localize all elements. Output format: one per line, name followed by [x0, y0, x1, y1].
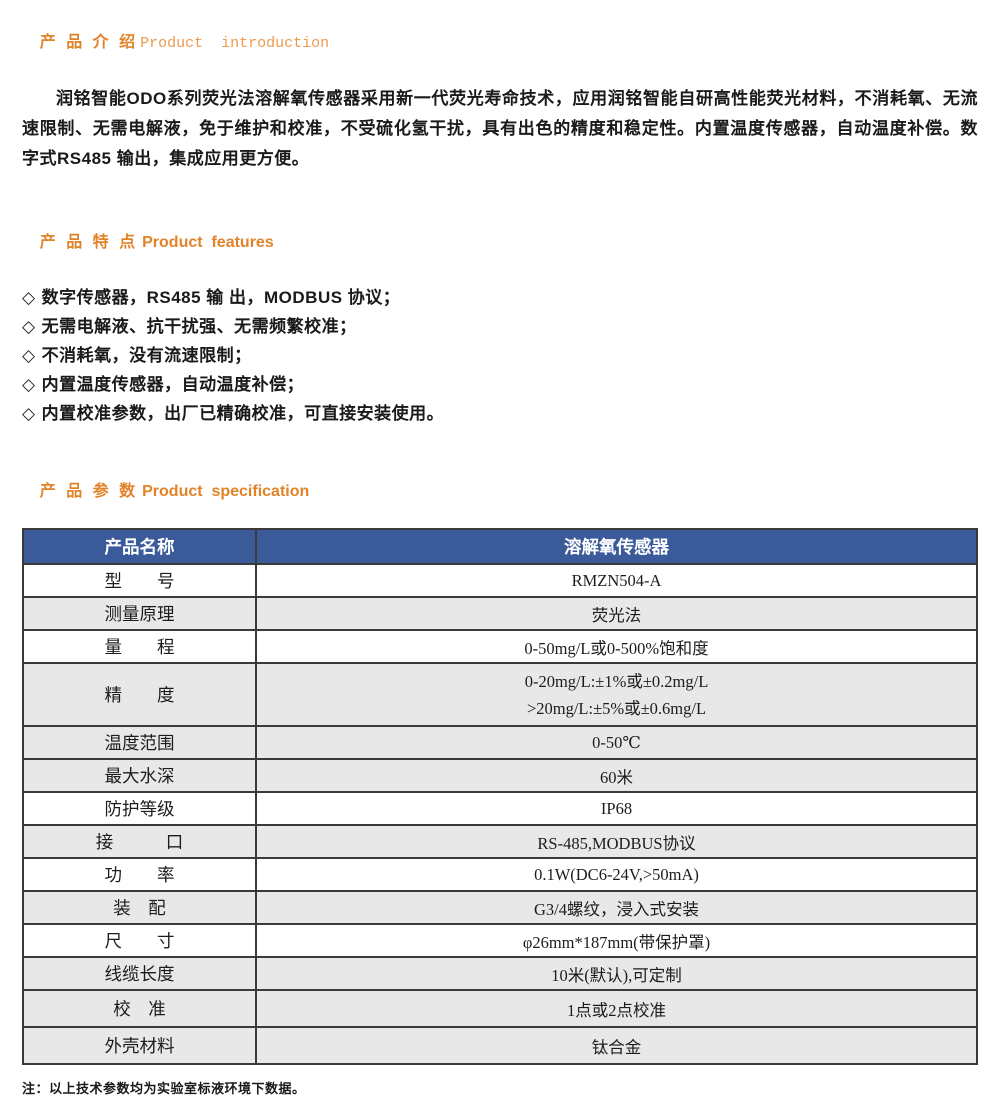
intro-heading: 产 品 介 绍 Product introduction — [22, 10, 978, 70]
feature-text: 内置温度传感器，自动温度补偿； — [41, 375, 305, 394]
table-row: 功 率 0.1W(DC6-24V,>50mA) — [24, 857, 976, 890]
row-value: 0-50℃ — [592, 732, 641, 752]
table-row: 最大水深 60米 — [24, 758, 976, 791]
row-value: 0.1W(DC6-24V,>50mA) — [534, 864, 699, 884]
feature-text: 内置校准参数，出厂已精确校准，可直接安装使用。 — [41, 404, 445, 423]
table-row: 尺 寸 φ26mm*187mm(带保护罩) — [24, 923, 976, 956]
table-row: 装 配 G3/4螺纹，浸入式安装 — [24, 890, 976, 923]
row-value: RS-485,MODBUS协议 — [537, 833, 696, 853]
feature-text: 不消耗氧，没有流速限制； — [41, 346, 252, 365]
table-row: 测量原理 荧光法 — [24, 596, 976, 629]
features-heading: 产 品 特 点 Product features — [22, 210, 978, 270]
row-label: 最大水深 — [24, 760, 257, 791]
row-value: 0-50mg/L或0-500%饱和度 — [524, 638, 709, 658]
feature-item: ◇ 无需电解液、抗干扰强、无需频繁校准； — [22, 312, 978, 341]
row-label: 精 度 — [24, 664, 257, 725]
spec-table: 产品名称 溶解氧传感器 型 号 RMZN504-A 测量原理 荧光法 量 程 0… — [22, 528, 978, 1065]
table-row: 接 口 RS-485,MODBUS协议 — [24, 824, 976, 857]
spec-header-product-value: 溶解氧传感器 — [564, 537, 669, 557]
diamond-bullet-icon: ◇ — [22, 375, 36, 394]
diamond-bullet-icon: ◇ — [22, 317, 36, 336]
spec-header-product-name: 产品名称 — [24, 530, 257, 563]
features-heading-cn: 产 品 特 点 — [39, 234, 139, 251]
feature-list: ◇ 数字传感器，RS485 输 出，MODBUS 协议； ◇ 无需电解液、抗干扰强、… — [22, 283, 978, 428]
feature-item: ◇ 不消耗氧，没有流速限制； — [22, 341, 978, 370]
table-row: 校 准 1点或2点校准 — [24, 989, 976, 1026]
row-label: 尺 寸 — [24, 925, 257, 956]
spec-heading-en: Product specification — [142, 483, 310, 500]
table-row: 精 度 0-20mg/L:±1%或±0.2mg/L >20mg/L:±5%或±0… — [24, 662, 976, 725]
feature-item: ◇ 数字传感器，RS485 输 出，MODBUS 协议； — [22, 283, 978, 312]
table-row: 防护等级 IP68 — [24, 791, 976, 824]
features-heading-en: Product features — [142, 234, 274, 251]
row-value: 60米 — [600, 767, 633, 787]
table-row: 量 程 0-50mg/L或0-500%饱和度 — [24, 629, 976, 662]
row-value: 10米(默认),可定制 — [551, 965, 682, 985]
row-label: 线缆长度 — [24, 958, 257, 989]
row-label: 接 口 — [24, 826, 257, 857]
diamond-bullet-icon: ◇ — [22, 346, 36, 365]
row-value: IP68 — [600, 798, 633, 818]
table-row: 外壳材料 钛合金 — [24, 1026, 976, 1063]
row-value-line: >20mg/L:±5%或±0.6mg/L — [526, 698, 707, 718]
row-label: 型 号 — [24, 565, 257, 596]
row-value-line: 0-20mg/L:±1%或±0.2mg/L — [524, 671, 709, 691]
table-row: 型 号 RMZN504-A — [24, 563, 976, 596]
feature-item: ◇ 内置校准参数，出厂已精确校准，可直接安装使用。 — [22, 399, 978, 428]
spec-heading-cn: 产 品 参 数 — [39, 483, 139, 500]
row-label: 外壳材料 — [24, 1028, 257, 1063]
spec-table-header-row: 产品名称 溶解氧传感器 — [24, 530, 976, 563]
row-value: φ26mm*187mm(带保护罩) — [522, 932, 711, 952]
diamond-bullet-icon: ◇ — [22, 288, 36, 307]
row-label: 装 配 — [24, 892, 257, 923]
spec-heading: 产 品 参 数 Product specification — [22, 459, 978, 519]
feature-item: ◇ 内置温度传感器，自动温度补偿； — [22, 370, 978, 399]
intro-heading-cn: 产 品 介 绍 — [39, 34, 139, 51]
row-label: 功 率 — [24, 859, 257, 890]
intro-heading-en: Product introduction — [140, 35, 330, 52]
feature-text: 数字传感器，RS485 输 出，MODBUS 协议； — [41, 288, 401, 307]
intro-paragraph: 润铭智能ODO系列荧光法溶解氧传感器采用新一代荧光寿命技术，应用润铭智能自研高性… — [22, 89, 978, 168]
row-value: RMZN504-A — [571, 570, 662, 590]
diamond-bullet-icon: ◇ — [22, 404, 36, 423]
row-label: 温度范围 — [24, 727, 257, 758]
table-row: 温度范围 0-50℃ — [24, 725, 976, 758]
row-value: 0-20mg/L:±1%或±0.2mg/L >20mg/L:±5%或±0.6mg… — [257, 664, 976, 725]
row-label: 校 准 — [24, 991, 257, 1026]
footnote: 注：以上技术参数均为实验室标液环境下数据。 — [22, 1081, 306, 1096]
row-value: 荧光法 — [591, 605, 642, 625]
row-label: 防护等级 — [24, 793, 257, 824]
row-label: 量 程 — [24, 631, 257, 662]
row-value: G3/4螺纹，浸入式安装 — [534, 899, 699, 919]
feature-text: 无需电解液、抗干扰强、无需频繁校准； — [41, 317, 357, 336]
row-label: 测量原理 — [24, 598, 257, 629]
row-value: 钛合金 — [591, 1037, 642, 1057]
row-value: 1点或2点校准 — [567, 1000, 666, 1020]
